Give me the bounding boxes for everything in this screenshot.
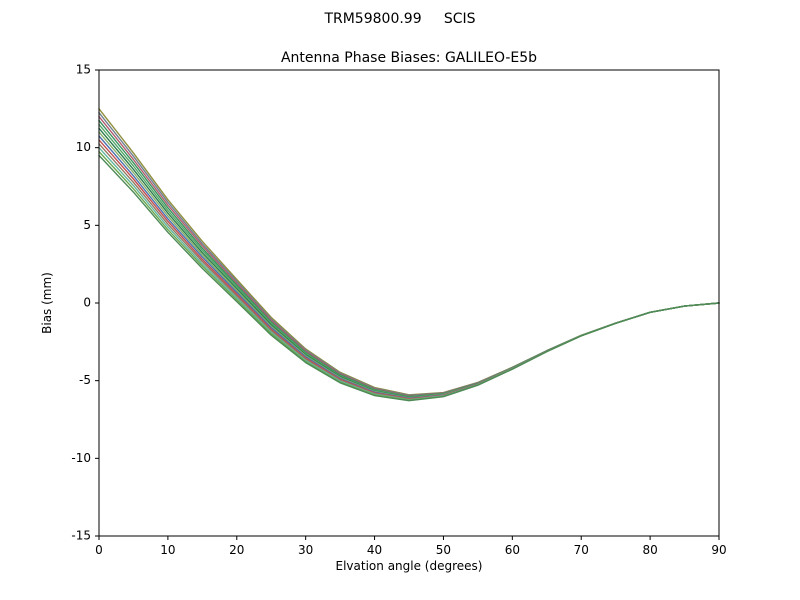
x-tick-label: 50 [436,543,451,557]
axes-title: Antenna Phase Biases: GALILEO-E5b [280,50,538,66]
series-line-s10 [98,143,720,400]
series-line-s06 [98,127,720,398]
series-line-s07 [98,131,720,399]
series-line-s08 [98,135,720,399]
y-tick-label: -5 [79,373,91,387]
plot-frame [98,69,720,537]
y-tick-label: 15 [76,63,91,77]
x-tick-label: 30 [298,543,313,557]
x-tick-label: 90 [711,543,726,557]
x-tick-label: 60 [505,543,520,557]
series-line-s11 [98,146,720,401]
series-line-s05 [98,123,720,398]
x-tick-label: 0 [95,543,103,557]
y-tick-label: -15 [71,529,91,543]
y-tick-label: 0 [83,296,91,310]
series-line-s12 [98,150,720,401]
y-tick-label: -10 [71,451,91,465]
x-tick-label: 10 [160,543,175,557]
series-line-s02 [98,111,720,396]
y-tick-label: 10 [76,140,91,154]
y-tick-label: 5 [83,218,91,232]
x-tick-label: 20 [229,543,244,557]
series-line-s13 [98,154,720,402]
x-tick-label: 80 [642,543,657,557]
series-line-s09 [98,139,720,400]
x-tick-label: 40 [367,543,382,557]
series-line-s03 [98,115,720,397]
figure-suptitle: TRM59800.99 SCIS [324,11,476,27]
x-tick-label: 70 [574,543,589,557]
x-axis-label: Elvation angle (degrees) [335,559,483,573]
